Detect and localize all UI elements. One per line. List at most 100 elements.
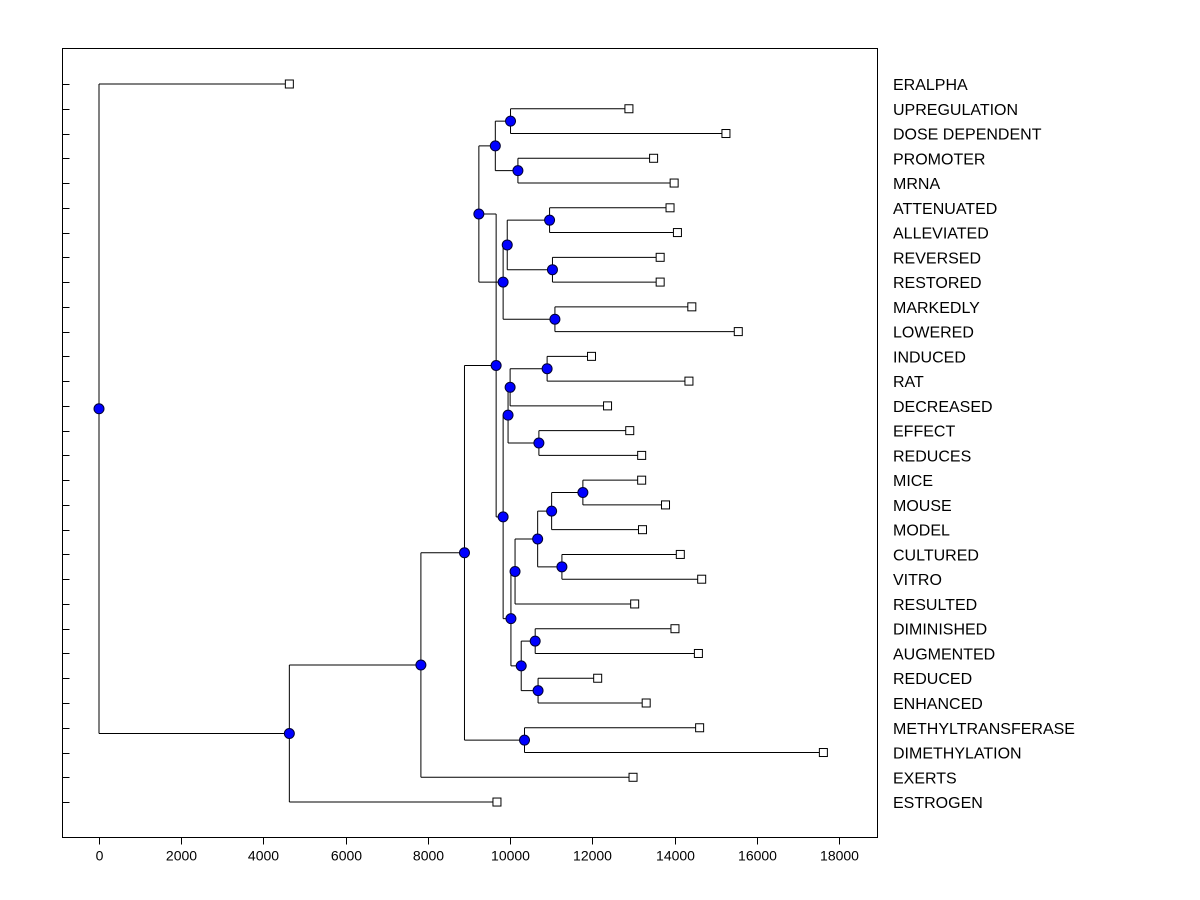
merge-node	[497, 276, 509, 288]
merge-node	[93, 403, 105, 415]
merge-node	[283, 728, 295, 740]
leaf-marker	[697, 574, 707, 584]
leaf-label: DIMETHYLATION	[893, 746, 1022, 763]
leaf-marker	[693, 648, 703, 658]
leaf-label: REVERSED	[893, 250, 981, 267]
merge-node	[415, 659, 427, 671]
leaf-label: DECREASED	[893, 399, 993, 416]
leaf-label: PROMOTER	[893, 151, 985, 168]
x-tick-label: 8000	[413, 848, 444, 864]
merge-node	[529, 635, 541, 647]
merge-node	[519, 734, 530, 746]
x-tick-label: 4000	[248, 848, 279, 864]
leaf-marker	[655, 252, 665, 262]
leaf-labels: ERALPHA UPREGULATION DOSE DEPENDENT PROMOTE…	[893, 77, 1075, 812]
leaf-marker	[587, 351, 597, 361]
leaf-marker	[625, 426, 635, 436]
leaf-label: UPREGULATION	[893, 102, 1018, 119]
merge-node	[532, 685, 544, 697]
leaf-label: METHYLTRANSFERASE	[893, 721, 1075, 738]
x-tick-label: 0	[96, 848, 104, 864]
merge-node	[509, 565, 521, 577]
merge-node	[546, 505, 558, 517]
x-tick-label: 10000	[491, 848, 530, 864]
leaf-marker	[675, 549, 685, 559]
leaf-label: VITRO	[893, 572, 942, 589]
x-axis-tick-labels: 0 2000 4000 6000 8000 10000 12000 14000 16000 180…	[96, 848, 860, 864]
merge-node	[556, 561, 568, 573]
leaf-label: CULTURED	[893, 547, 979, 564]
x-tick-label: 18000	[820, 848, 859, 864]
leaf-label: ENHANCED	[893, 696, 983, 713]
leaf-label: MOUSE	[893, 498, 952, 515]
leaf-marker	[637, 525, 647, 535]
leaf-label: LOWERED	[893, 325, 974, 342]
leaf-label: DIMINISHED	[893, 622, 987, 639]
leaf-marker	[655, 277, 665, 287]
leaf-marker	[721, 129, 731, 139]
leaf-marker	[641, 698, 651, 708]
leaf-label: ALLEVIATED	[893, 226, 989, 243]
merge-node	[515, 660, 527, 672]
leaf-label: MODEL	[893, 523, 950, 540]
leaf-label: EXERTS	[893, 770, 957, 787]
merge-node	[490, 359, 502, 371]
leaf-marker	[593, 673, 603, 683]
merge-node	[544, 214, 556, 226]
leaf-marker	[733, 327, 743, 337]
leaf-marker	[624, 104, 634, 114]
leaf-marker	[649, 153, 659, 163]
leaf-label: REDUCES	[893, 448, 971, 465]
leaf-marker	[628, 772, 638, 782]
leaf-marker	[695, 723, 705, 733]
merge-node	[512, 165, 524, 177]
leaf-marker	[672, 228, 682, 238]
merge-node	[473, 208, 485, 220]
leaf-marker	[637, 450, 647, 460]
merge-node	[458, 547, 470, 559]
leaf-label: RESULTED	[893, 597, 977, 614]
leaf-marker	[661, 500, 671, 510]
leaf-marker	[684, 376, 694, 386]
x-tick-label: 14000	[656, 848, 695, 864]
merge-node	[533, 437, 545, 449]
leaf-marker	[603, 401, 613, 411]
leaf-label: INDUCED	[893, 349, 966, 366]
x-tick-label: 16000	[738, 848, 777, 864]
axis-ticks	[62, 84, 840, 845]
leaf-label: MRNA	[893, 176, 940, 193]
x-tick-label: 12000	[573, 848, 612, 864]
plot-frame	[62, 48, 878, 838]
leaf-marker	[670, 624, 680, 634]
leaf-marker	[687, 302, 697, 312]
leaf-label: REDUCED	[893, 671, 972, 688]
merge-node	[502, 409, 514, 421]
leaf-marker	[637, 475, 647, 485]
merge-node	[546, 264, 558, 276]
merge-node	[541, 363, 553, 375]
leaf-label: DOSE DEPENDENT	[893, 127, 1042, 144]
leaf-label: MARKEDLY	[893, 300, 980, 317]
x-tick-label: 2000	[166, 848, 197, 864]
leaf-label: RAT	[893, 374, 924, 391]
leaf-label: ESTROGEN	[893, 795, 983, 812]
merge-node	[501, 239, 513, 251]
merge-node	[489, 140, 501, 152]
dendrogram-edges	[98, 83, 824, 803]
leaf-label: ATTENUATED	[893, 201, 997, 218]
merge-node	[505, 115, 517, 127]
merge-node	[577, 487, 589, 499]
leaf-marker	[669, 178, 679, 188]
merge-node	[505, 613, 517, 625]
merge-node	[497, 511, 509, 523]
merge-nodes	[93, 115, 589, 746]
merge-node	[532, 533, 544, 545]
leaf-label: AUGMENTED	[893, 646, 995, 663]
merge-node	[504, 381, 516, 393]
leaf-label: MICE	[893, 473, 933, 490]
leaf-marker	[630, 599, 640, 609]
leaf-label: EFFECT	[893, 424, 955, 441]
leaf-marker	[284, 79, 294, 89]
leaf-label: RESTORED	[893, 275, 982, 292]
